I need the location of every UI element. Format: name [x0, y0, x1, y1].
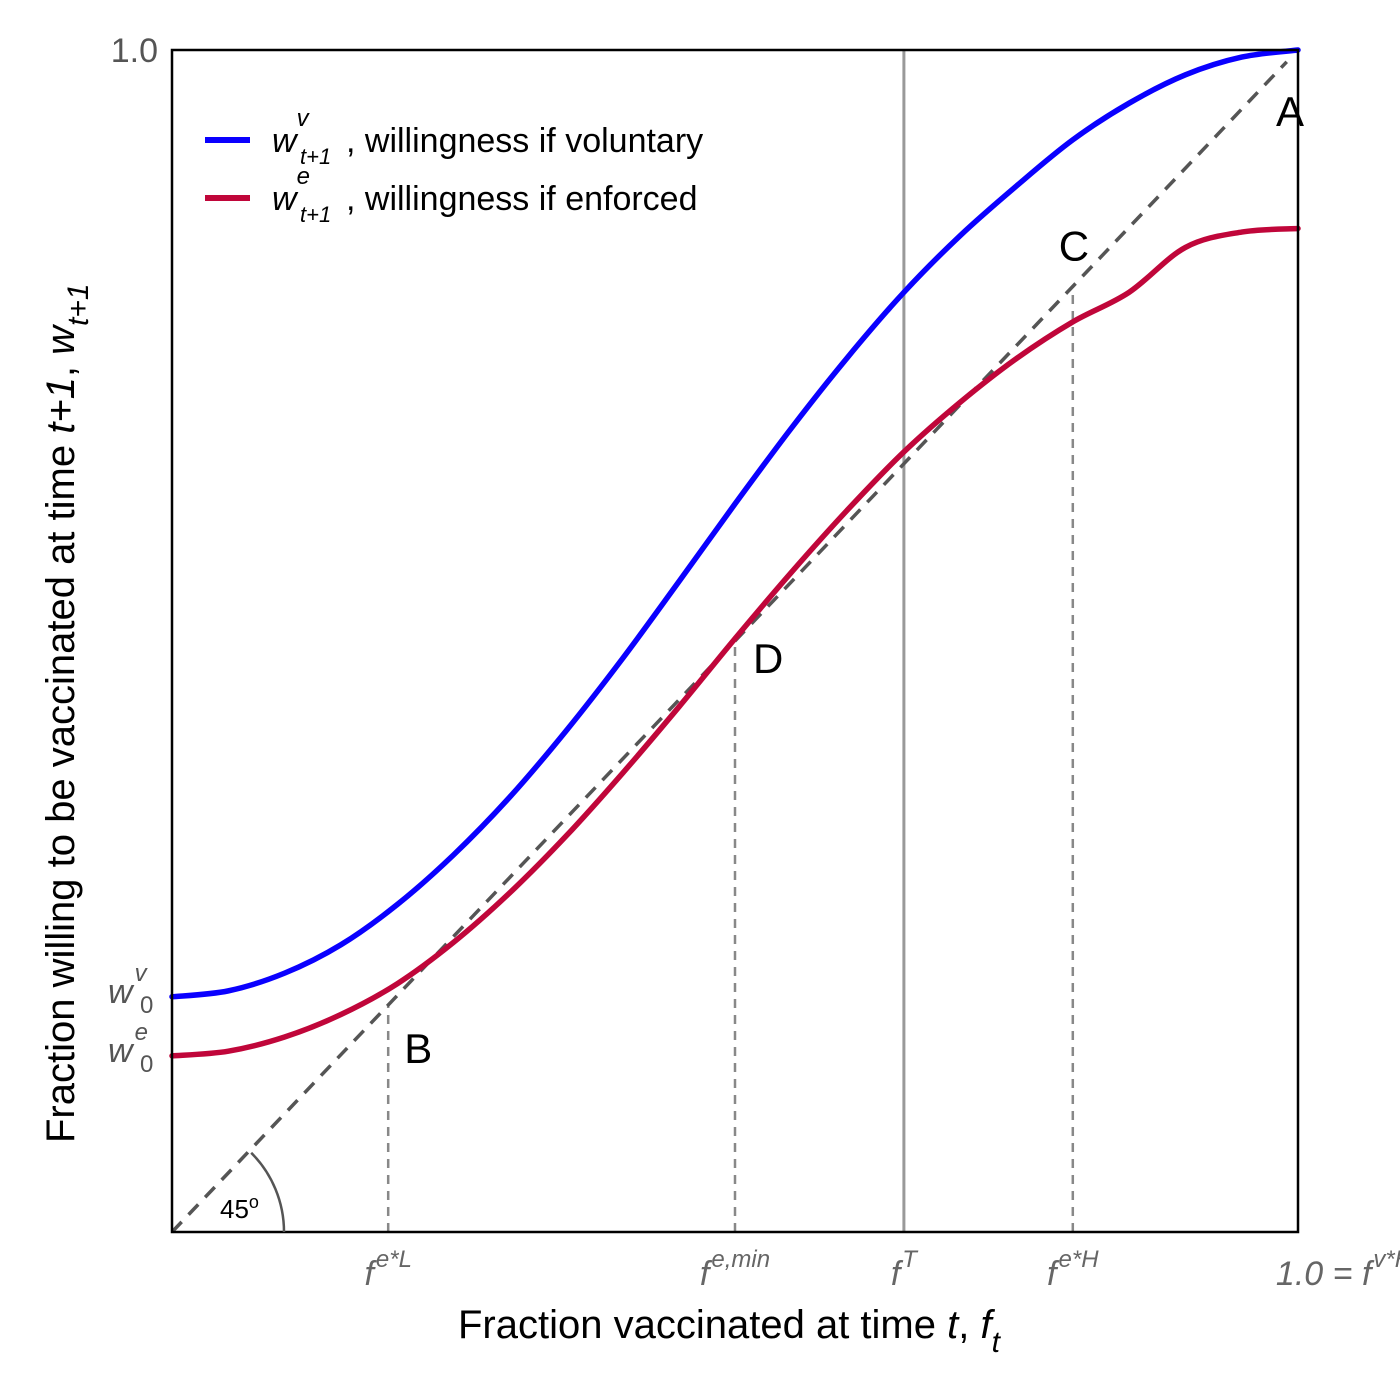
- angle-label: 45o: [220, 1192, 259, 1224]
- x-tick-label: fT: [891, 1246, 919, 1293]
- diagonal-45-line: [170, 60, 1289, 1234]
- y-tick-label: 1.0: [111, 32, 158, 70]
- angle-annotation: 45o: [220, 1151, 286, 1233]
- x-axis-label: Fraction vaccinated at time t, ft: [458, 1303, 1002, 1359]
- y-tick-label: wv 0: [108, 960, 153, 1019]
- point-label-c: C: [1059, 222, 1089, 269]
- point-labels: A B C D: [404, 88, 1304, 1072]
- legend-entry: we t+1, willingness if enforced: [272, 163, 698, 227]
- diagonal-line: [170, 60, 1289, 1234]
- plot-frame: [170, 48, 1300, 1234]
- series-lines: [169, 47, 1301, 1059]
- y-axis-label: Fraction willing to be vaccinated at tim…: [39, 283, 95, 1143]
- y-tick-label: we 0: [108, 1019, 153, 1078]
- x-tick-label: fe*L: [364, 1246, 412, 1293]
- x-tick-label: fe,min: [700, 1246, 770, 1293]
- point-label-d: D: [753, 635, 783, 682]
- enforced-curve: [169, 225, 1301, 1059]
- y-tick-labels: 1.0 wv 0we 0: [108, 32, 158, 1078]
- angle-arc: [250, 1151, 286, 1233]
- x-tick-label: fe*H: [1047, 1246, 1099, 1293]
- voluntary-curve: [169, 47, 1301, 1000]
- x-tick-label: 1.0 = fv*H: [1276, 1246, 1400, 1293]
- reference-lines: [386, 50, 1075, 1232]
- legend-entry: wv t+1, willingness if voluntary: [272, 105, 703, 169]
- x-tick-labels: fe*L fe,min fT fe*H 1.0 = fv*H: [364, 1246, 1400, 1293]
- point-label-a: A: [1276, 88, 1304, 135]
- point-label-b: B: [404, 1025, 432, 1072]
